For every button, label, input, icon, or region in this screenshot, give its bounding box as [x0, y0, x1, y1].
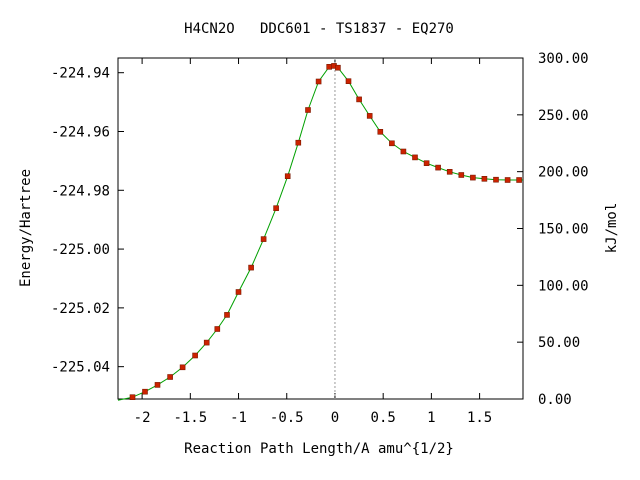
y-left-tick-label: -224.98	[51, 183, 110, 199]
data-point	[493, 176, 499, 183]
y-left-tick-label: -224.96	[51, 124, 110, 140]
x-tick-label: 1	[427, 410, 435, 426]
data-point	[446, 169, 453, 175]
x-tick-label: 0.5	[371, 410, 396, 426]
axis-ticks: -2 -1.5 -1 -0.5 0 0.5 1 1.5 -224.94 -224.96 -224.9…	[51, 51, 589, 426]
data-point	[335, 64, 341, 71]
y-axis-left-label: Energy/Hartree	[18, 169, 34, 287]
x-tick-label: -1.5	[173, 410, 207, 426]
x-axis-label: Reaction Path Length/A amu^{1/2}	[184, 441, 454, 457]
x-tick-label: -2	[134, 410, 151, 426]
data-point	[366, 113, 373, 119]
y-right-tick-label: 50.00	[538, 335, 580, 351]
data-point	[412, 154, 418, 161]
x-tick-label: -0.5	[270, 410, 304, 426]
series-line	[117, 65, 523, 401]
data-point	[377, 129, 384, 135]
data-point	[345, 78, 352, 84]
chart-title: H4CN2O DDC601 - TS1837 - EQ270	[184, 21, 454, 37]
data-point	[305, 107, 311, 113]
data-point	[516, 177, 522, 183]
data-point	[481, 176, 488, 182]
data-point	[400, 148, 407, 155]
x-tick-label: 1.5	[467, 410, 492, 426]
y-left-tick-label: -224.94	[51, 66, 110, 82]
data-point	[260, 236, 267, 242]
data-point	[129, 394, 136, 401]
data-point	[423, 160, 430, 166]
data-point	[214, 326, 221, 332]
data-point	[248, 264, 254, 271]
y-right-tick-label: 250.00	[538, 108, 589, 124]
y-right-tick-label: 150.00	[538, 222, 589, 238]
y-right-tick-label: 0.00	[538, 392, 572, 408]
data-point	[179, 364, 186, 371]
data-point	[315, 78, 322, 85]
data-point	[235, 289, 242, 295]
y-right-tick-label: 200.00	[538, 165, 589, 181]
data-point	[435, 164, 441, 171]
data-point	[167, 374, 173, 380]
data-point	[224, 312, 230, 318]
plot-frame	[117, 57, 524, 400]
data-point	[356, 96, 362, 103]
data-point	[458, 172, 465, 178]
y-right-tick-label: 300.00	[538, 51, 589, 67]
data-point	[273, 205, 279, 211]
y-left-tick-label: -225.04	[51, 360, 110, 376]
data-point	[192, 352, 198, 359]
data-point	[142, 388, 148, 395]
y-left-tick-label: -225.02	[51, 301, 110, 317]
data-point	[470, 174, 476, 181]
data-point	[504, 177, 511, 183]
data-point	[326, 64, 333, 70]
x-tick-label: 0	[331, 410, 339, 426]
data-point	[295, 139, 302, 146]
data-point	[154, 382, 161, 388]
data-point	[203, 339, 210, 346]
x-tick-label: -1	[230, 410, 247, 426]
data-marks	[117, 58, 523, 401]
y-left-tick-label: -225.00	[51, 242, 110, 258]
y-right-tick-label: 100.00	[538, 278, 589, 294]
y-axis-right-label: kJ/mol	[604, 203, 620, 254]
data-point	[389, 140, 395, 147]
data-point	[284, 173, 291, 179]
